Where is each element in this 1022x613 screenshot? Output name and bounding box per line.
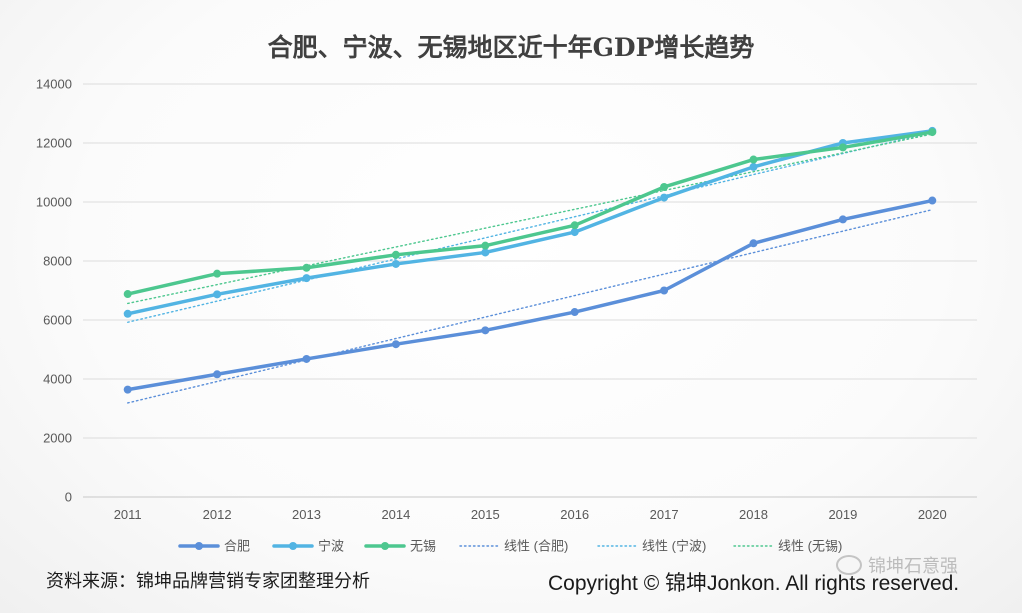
chart-title: 合肥、宁波、无锡地区近十年GDP增长趋势 (267, 33, 755, 62)
data-point (302, 354, 311, 363)
x-tick-label: 2015 (471, 507, 500, 522)
data-point (570, 308, 579, 317)
data-point (302, 274, 311, 283)
legend-marker (289, 542, 297, 550)
data-point (749, 162, 758, 171)
data-point (660, 182, 669, 191)
y-tick-label: 2000 (43, 431, 72, 446)
data-point (481, 241, 490, 250)
data-point (123, 290, 132, 299)
data-point (570, 221, 579, 230)
data-point (928, 128, 937, 137)
legend-label: 宁波 (318, 539, 344, 554)
data-point (391, 340, 400, 349)
legend-label: 无锡 (410, 539, 436, 554)
data-point (928, 196, 937, 205)
y-tick-label: 6000 (43, 313, 72, 328)
data-point (749, 239, 758, 248)
trendline-2 (126, 133, 933, 305)
legend-label: 线性 (无锡) (778, 539, 842, 554)
data-point (838, 143, 847, 152)
copyright-note: Copyright © 锦坤Jonkon. All rights reserve… (548, 572, 960, 595)
x-tick-label: 2011 (114, 507, 142, 522)
data-point (123, 385, 132, 394)
series-line-2 (125, 130, 935, 296)
y-tick-label: 4000 (43, 372, 72, 387)
watermark-text: 锦坤石意强 (868, 556, 958, 577)
x-tick-label: 2013 (292, 507, 321, 522)
data-point (213, 290, 222, 299)
data-point (391, 259, 400, 268)
y-tick-label: 10000 (36, 195, 72, 210)
data-point (660, 286, 669, 295)
trendline-1 (126, 131, 933, 323)
legend-marker (195, 542, 203, 550)
x-tick-label: 2014 (381, 507, 410, 522)
data-point (838, 215, 847, 224)
data-point (391, 250, 400, 259)
data-point (660, 193, 669, 202)
data-point (749, 155, 758, 164)
x-tick-label: 2017 (650, 507, 679, 522)
source-note: 资料来源：锦坤品牌营销专家团整理分析 (46, 571, 370, 592)
watermark: 锦坤石意强 (836, 552, 958, 578)
data-point (123, 309, 132, 318)
data-point (570, 228, 579, 237)
x-tick-label: 2019 (828, 507, 857, 522)
wechat-icon (836, 555, 862, 575)
legend-label: 线性 (合肥) (504, 539, 568, 554)
legend-marker (381, 542, 389, 550)
series-line-1 (125, 129, 935, 316)
y-tick-label: 8000 (43, 254, 72, 269)
x-tick-label: 2016 (560, 507, 589, 522)
x-tick-label: 2018 (739, 507, 768, 522)
x-tick-label: 2012 (203, 507, 232, 522)
y-tick-label: 12000 (36, 136, 72, 151)
data-point (302, 263, 311, 272)
trendline-0 (126, 208, 933, 404)
legend-label: 线性 (宁波) (642, 539, 706, 554)
data-point (481, 326, 490, 335)
data-point (213, 370, 222, 379)
data-point (481, 248, 490, 257)
y-tick-label: 14000 (36, 77, 72, 92)
data-point (213, 269, 222, 278)
legend-label: 合肥 (224, 539, 250, 554)
series-line-0 (125, 198, 935, 392)
y-tick-label: 0 (65, 490, 72, 505)
x-tick-label: 2020 (918, 507, 947, 522)
